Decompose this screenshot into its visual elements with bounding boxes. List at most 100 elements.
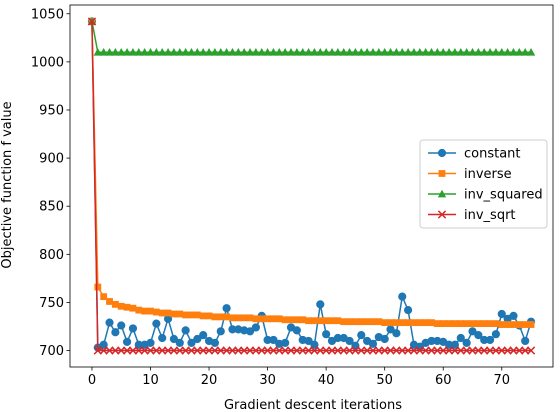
data-point bbox=[106, 298, 113, 305]
y-tick-label: 1000 bbox=[31, 55, 64, 70]
data-point bbox=[105, 318, 114, 327]
data-point bbox=[380, 48, 389, 56]
legend-entry: inv_sqrt bbox=[428, 208, 516, 223]
data-point bbox=[122, 337, 132, 346]
data-point bbox=[147, 307, 154, 315]
data-point bbox=[129, 304, 137, 312]
data-point bbox=[492, 320, 500, 328]
data-point bbox=[187, 48, 196, 56]
data-point bbox=[234, 48, 243, 56]
data-point bbox=[439, 320, 447, 328]
data-point bbox=[269, 48, 278, 56]
data-point bbox=[357, 331, 366, 340]
data-point bbox=[416, 319, 424, 327]
y-tick-label: 800 bbox=[39, 248, 64, 263]
data-point bbox=[228, 48, 237, 56]
data-point bbox=[175, 338, 184, 347]
data-point bbox=[263, 48, 272, 56]
data-point bbox=[398, 292, 407, 301]
data-point bbox=[474, 331, 483, 340]
data-point bbox=[99, 48, 108, 56]
data-point bbox=[485, 48, 495, 56]
data-point bbox=[474, 320, 482, 328]
axes: 0 10 20 30 40 50 60 70 700 750 800 850 900 950 1000 105… bbox=[31, 4, 554, 388]
data-point bbox=[245, 327, 255, 336]
data-point bbox=[527, 321, 535, 328]
data-point bbox=[462, 338, 471, 347]
data-point bbox=[239, 48, 249, 56]
data-point bbox=[169, 334, 179, 344]
data-point bbox=[403, 48, 413, 56]
data-point bbox=[270, 315, 277, 323]
data-point bbox=[398, 319, 406, 327]
data-point bbox=[404, 319, 412, 327]
data-point bbox=[380, 334, 389, 344]
legend-label: inv_sqrt bbox=[464, 208, 516, 223]
legend-label: inv_squared bbox=[464, 188, 543, 203]
plot-area bbox=[87, 17, 536, 355]
y-tick-label: 750 bbox=[39, 296, 64, 311]
data-point bbox=[491, 330, 501, 339]
data-point bbox=[287, 316, 295, 324]
data-point bbox=[117, 302, 125, 310]
legend-entry: inverse bbox=[428, 167, 512, 182]
data-point bbox=[170, 310, 178, 318]
data-point bbox=[386, 48, 395, 56]
data-point bbox=[251, 323, 260, 332]
data-point bbox=[474, 48, 483, 56]
data-point bbox=[264, 315, 271, 323]
data-point bbox=[509, 48, 518, 56]
data-point bbox=[111, 48, 120, 56]
data-point bbox=[322, 330, 331, 339]
data-point bbox=[193, 311, 201, 319]
data-point bbox=[322, 317, 330, 325]
data-point bbox=[352, 318, 359, 326]
data-point bbox=[251, 48, 261, 56]
data-point bbox=[457, 320, 465, 328]
data-point bbox=[100, 293, 108, 301]
legend: constant inverse inv_squared inv_sqrt bbox=[419, 139, 548, 229]
data-point bbox=[450, 48, 460, 56]
data-point bbox=[451, 320, 459, 328]
data-point bbox=[351, 48, 360, 56]
data-point bbox=[152, 48, 161, 56]
data-point bbox=[340, 318, 348, 326]
data-point bbox=[485, 335, 495, 345]
data-point bbox=[334, 317, 342, 325]
data-point bbox=[456, 48, 465, 56]
data-point bbox=[526, 48, 536, 56]
data-point bbox=[392, 319, 400, 327]
data-point bbox=[497, 48, 506, 56]
data-point bbox=[468, 327, 477, 336]
data-point bbox=[304, 336, 313, 346]
data-point bbox=[158, 309, 166, 317]
data-point bbox=[374, 48, 384, 56]
data-point bbox=[521, 321, 529, 328]
data-point bbox=[222, 48, 231, 56]
data-point bbox=[199, 331, 208, 340]
data-point bbox=[480, 48, 489, 56]
data-point bbox=[223, 313, 231, 321]
legend-marker bbox=[437, 189, 447, 198]
data-point bbox=[504, 321, 512, 328]
data-point bbox=[311, 317, 318, 325]
data-point bbox=[327, 48, 337, 56]
data-point bbox=[105, 48, 114, 56]
data-point bbox=[93, 48, 103, 56]
series-line bbox=[91, 21, 532, 53]
data-point bbox=[345, 48, 354, 56]
legend-marker bbox=[438, 170, 446, 177]
data-point bbox=[433, 320, 441, 328]
data-point bbox=[210, 338, 219, 347]
data-point bbox=[433, 48, 442, 56]
data-point bbox=[211, 313, 219, 321]
data-point bbox=[134, 48, 143, 56]
data-point bbox=[188, 311, 195, 319]
data-point bbox=[515, 321, 523, 328]
legend-entry: constant bbox=[428, 147, 521, 162]
data-point bbox=[486, 320, 494, 328]
data-point bbox=[204, 48, 214, 56]
data-point bbox=[304, 48, 313, 56]
data-point bbox=[328, 317, 336, 325]
